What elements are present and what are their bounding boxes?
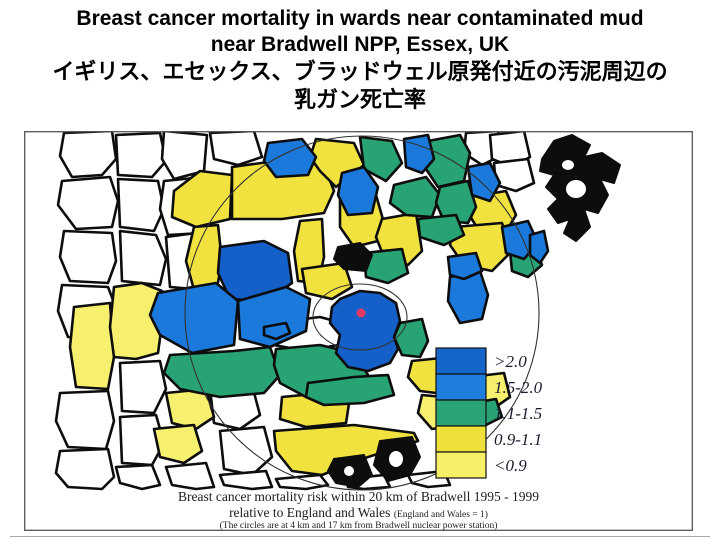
ward: [218, 469, 274, 491]
ward: [328, 289, 402, 373]
map-caption-line2: relative to England and Wales (England a…: [24, 505, 693, 521]
ward: [434, 179, 478, 225]
scan-artifact-line: [10, 536, 710, 537]
ward: [58, 131, 118, 179]
ward: [388, 175, 442, 219]
coastline-hole: [389, 451, 403, 467]
ward: [108, 281, 166, 361]
ward: [336, 165, 380, 217]
ward: [358, 135, 404, 183]
ward: [54, 389, 116, 451]
ward: [160, 131, 209, 181]
choropleth-map: >2.0 1.5-2.0 1.1-1.5 0.9-1.1 <0.9: [24, 131, 693, 531]
ward: [118, 229, 168, 287]
ward: [446, 251, 484, 281]
ward: [164, 461, 216, 491]
legend-swatch: [435, 399, 487, 427]
ward: [58, 229, 118, 285]
ward: [300, 261, 354, 301]
distance-circle-4km: [312, 283, 408, 351]
legend-swatch: [435, 347, 487, 375]
ward: [466, 161, 502, 203]
map-figure: >2.0 1.5-2.0 1.1-1.5 0.9-1.1 <0.9 Breast can…: [24, 131, 693, 531]
coastline-blob: [333, 242, 373, 272]
ward: [446, 269, 490, 325]
legend-swatch: [435, 373, 487, 401]
distance-circle-17km: [184, 135, 540, 491]
ward: [362, 247, 410, 285]
ward: [262, 321, 292, 341]
legend-swatch: [435, 425, 487, 453]
ward: [492, 157, 536, 193]
map-caption-line3: (The circles are at 4 km and 17 km from …: [219, 521, 498, 531]
legend-label: >2.0: [494, 352, 527, 371]
ward: [528, 229, 550, 265]
ward: [118, 413, 166, 467]
ward: [304, 373, 396, 407]
ward: [170, 169, 234, 229]
ward: [56, 175, 120, 231]
ward: [208, 131, 264, 167]
ward: [274, 473, 330, 491]
map-caption-line1: Breast cancer mortality risk within 20 k…: [177, 489, 540, 504]
title-ja-line2: 乳ガン死亡率: [293, 87, 426, 112]
coastline-hole: [566, 180, 586, 198]
ward: [236, 285, 312, 349]
ward: [162, 345, 282, 399]
bradwell-site-marker: [356, 308, 366, 318]
ward: [114, 463, 162, 491]
ward: [218, 425, 274, 477]
legend-label: 0.9-1.1: [494, 430, 542, 449]
map-caption-line2-main: relative to England and Wales: [229, 505, 391, 520]
ward: [416, 213, 466, 247]
slide-title: Breast cancer mortality in wards near co…: [0, 6, 720, 114]
legend-label: 1.5-2.0: [494, 378, 543, 397]
ward: [148, 281, 240, 355]
ward: [118, 359, 168, 415]
map-frame: [24, 131, 693, 531]
ward: [116, 177, 166, 233]
map-caption-line2-note: (England and Wales = 1): [393, 510, 488, 520]
ward: [262, 137, 318, 179]
ward: [54, 447, 116, 491]
title-en-line1: Breast cancer mortality in wards near co…: [76, 7, 644, 30]
title-en-line2: near Bradwell NPP, Essex, UK: [210, 33, 510, 56]
ward: [114, 131, 168, 179]
coastline-hole: [344, 466, 354, 476]
ward: [152, 423, 204, 465]
ward: [402, 133, 436, 175]
legend-swatch: [435, 451, 487, 479]
legend-label: <0.9: [494, 456, 527, 475]
legend-label: 1.1-1.5: [494, 404, 542, 423]
title-ja-line1: イギリス、エセックス、ブラッドウェル原発付近の汚泥周辺の: [52, 59, 668, 84]
ward: [68, 301, 116, 391]
coastline-hole: [562, 160, 574, 170]
